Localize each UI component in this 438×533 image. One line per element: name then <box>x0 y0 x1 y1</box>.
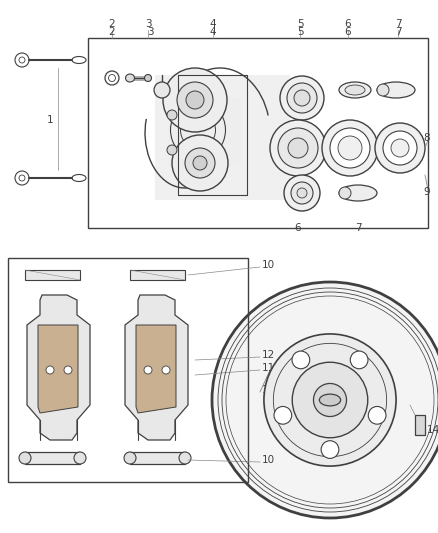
Text: 6: 6 <box>295 223 301 233</box>
Circle shape <box>330 128 370 168</box>
Text: 10: 10 <box>262 455 275 465</box>
Ellipse shape <box>124 452 136 464</box>
Ellipse shape <box>179 452 191 464</box>
Text: 7: 7 <box>395 19 401 29</box>
Circle shape <box>288 138 308 158</box>
Ellipse shape <box>319 394 341 406</box>
Text: 8: 8 <box>424 133 430 143</box>
Circle shape <box>321 441 339 458</box>
Circle shape <box>185 148 215 178</box>
Ellipse shape <box>339 82 371 98</box>
Circle shape <box>278 128 318 168</box>
Circle shape <box>292 351 310 369</box>
Circle shape <box>280 76 324 120</box>
Polygon shape <box>125 295 188 440</box>
Circle shape <box>287 83 317 113</box>
Ellipse shape <box>345 85 365 95</box>
Circle shape <box>186 91 204 109</box>
Polygon shape <box>38 325 78 413</box>
Circle shape <box>64 366 72 374</box>
Bar <box>168 98 243 165</box>
Circle shape <box>212 282 438 518</box>
Bar <box>25 270 80 280</box>
Ellipse shape <box>74 452 86 464</box>
Circle shape <box>322 120 378 176</box>
Ellipse shape <box>19 452 31 464</box>
Text: 10: 10 <box>262 260 275 270</box>
Circle shape <box>274 407 292 424</box>
Circle shape <box>314 383 346 416</box>
Circle shape <box>163 68 227 132</box>
Ellipse shape <box>126 74 134 82</box>
Ellipse shape <box>145 75 152 82</box>
Ellipse shape <box>339 185 377 201</box>
Circle shape <box>294 90 310 106</box>
Text: 2: 2 <box>109 19 115 29</box>
Circle shape <box>154 82 170 98</box>
Bar <box>415 415 425 435</box>
Text: 11: 11 <box>262 363 275 373</box>
Text: 3: 3 <box>145 19 151 29</box>
Bar <box>88 38 428 228</box>
Circle shape <box>162 366 170 374</box>
Ellipse shape <box>339 187 351 199</box>
Text: 1: 1 <box>47 115 53 125</box>
Circle shape <box>375 123 425 173</box>
Text: 2: 2 <box>109 27 115 37</box>
Circle shape <box>193 156 207 170</box>
Text: 14: 14 <box>427 425 438 435</box>
Text: 5: 5 <box>297 27 303 37</box>
Circle shape <box>144 366 152 374</box>
Bar <box>130 270 185 280</box>
Circle shape <box>291 182 313 204</box>
Circle shape <box>391 139 409 157</box>
Circle shape <box>383 131 417 165</box>
Text: 6: 6 <box>345 27 351 37</box>
Circle shape <box>46 366 54 374</box>
Text: 7: 7 <box>355 223 361 233</box>
Ellipse shape <box>377 84 389 96</box>
Circle shape <box>167 145 177 155</box>
Text: 3: 3 <box>147 27 153 37</box>
Ellipse shape <box>377 82 415 98</box>
Bar <box>130 452 185 464</box>
Circle shape <box>284 175 320 211</box>
Circle shape <box>350 351 368 369</box>
Text: 13: 13 <box>262 385 275 395</box>
Polygon shape <box>136 325 176 413</box>
Circle shape <box>264 334 396 466</box>
Circle shape <box>177 82 213 118</box>
Circle shape <box>297 188 307 198</box>
Circle shape <box>167 110 177 120</box>
Circle shape <box>368 407 386 424</box>
Text: 4: 4 <box>210 19 216 29</box>
Text: 12: 12 <box>262 350 275 360</box>
Bar <box>25 452 80 464</box>
Text: 5: 5 <box>297 19 303 29</box>
Circle shape <box>270 120 326 176</box>
Bar <box>8 258 248 482</box>
Text: 6: 6 <box>345 19 351 29</box>
Text: 9: 9 <box>424 187 430 197</box>
Text: 4: 4 <box>210 27 216 37</box>
Circle shape <box>292 362 368 438</box>
Circle shape <box>338 136 362 160</box>
Circle shape <box>172 135 228 191</box>
Polygon shape <box>27 295 90 440</box>
Text: 7: 7 <box>395 27 401 37</box>
Bar <box>155 75 290 200</box>
